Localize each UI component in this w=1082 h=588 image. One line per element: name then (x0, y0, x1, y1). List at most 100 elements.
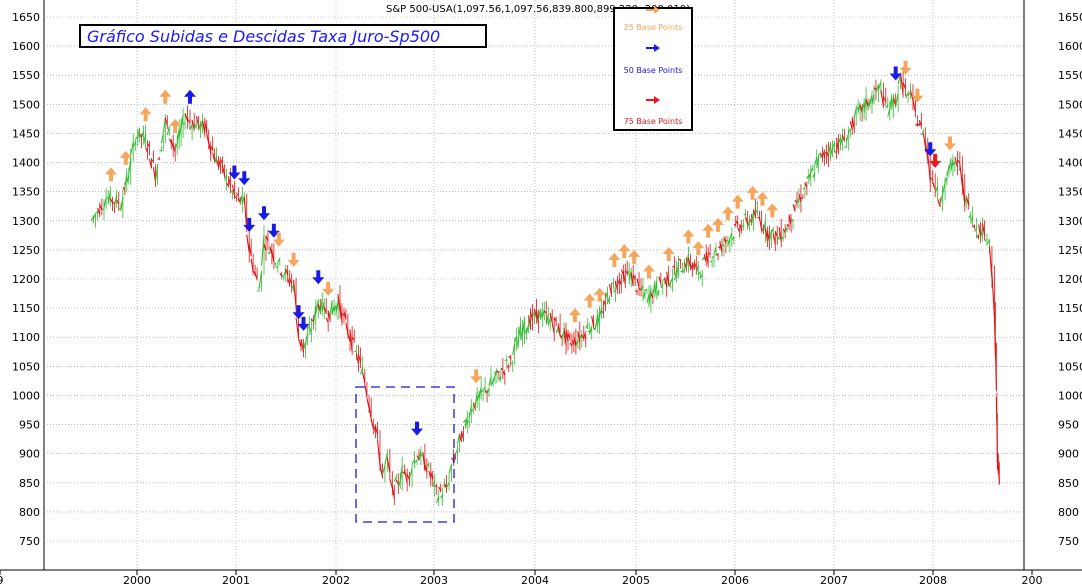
price-segment (954, 156, 958, 168)
price-segment (401, 471, 405, 474)
y-tick-label-left: 1100 (12, 331, 40, 344)
y-tick-label-left: 850 (19, 477, 40, 490)
y-tick-label-left: 1500 (12, 98, 40, 111)
x-tick-label: 2002 (322, 574, 350, 587)
price-segment (902, 82, 907, 89)
price-segment (293, 279, 297, 308)
y-tick-label-left: 750 (19, 535, 40, 548)
price-segment (414, 459, 418, 464)
arrow-up-icon (756, 191, 769, 206)
legend-item-25: 25 Base Points (623, 23, 683, 32)
arrow-down-icon (410, 421, 423, 436)
arrow-up-icon (169, 118, 182, 133)
y-tick-label-left: 1650 (12, 11, 40, 24)
y-tick-label-right: 750 (1058, 535, 1079, 548)
consolidation-box (355, 386, 455, 523)
price-segment (446, 482, 450, 488)
x-axis: 9 2000 2001 2002 2003 2004 2005 2006 2007 2008 200 (0, 570, 1043, 587)
price-segment (132, 141, 137, 148)
arrow-down-icon (929, 153, 942, 168)
price-segment (246, 234, 250, 253)
arrow-up-icon (183, 89, 196, 104)
x-tick-label: 2008 (919, 574, 947, 587)
x-tick-label: 9 (0, 574, 4, 587)
y-tick-label-right: 900 (1058, 448, 1079, 461)
price-segment (907, 91, 911, 96)
y-tick-label-right: 1450 (1058, 127, 1082, 140)
y-tick-label-right: 1400 (1058, 157, 1082, 170)
price-segment (875, 84, 879, 93)
arrow-up-icon (593, 287, 606, 302)
legend-item-75: 75 Base Points (623, 117, 683, 126)
y-tick-label-left: 1250 (12, 244, 40, 257)
price-segment (260, 235, 265, 266)
arrow-down-icon (297, 316, 310, 331)
y-tick-label-left: 800 (19, 506, 40, 519)
price-segment (932, 181, 936, 190)
grid-lines (0, 0, 1082, 571)
price-segment (909, 90, 914, 101)
price-segment (961, 178, 966, 206)
price-segment (929, 177, 934, 181)
price-segment (897, 73, 902, 85)
y-tick-label-right: 1550 (1058, 69, 1082, 82)
arrow-down-icon (911, 88, 924, 103)
arrow-down-icon (272, 232, 285, 247)
price-segment (243, 196, 248, 230)
arrow-up-icon (746, 185, 759, 200)
arrow-down-icon (312, 270, 325, 285)
arrow-up-icon (662, 247, 675, 261)
y-tick-label-left: 1600 (12, 40, 40, 53)
arrow-up-icon (119, 150, 132, 165)
legend-arrow-25-icon (646, 6, 660, 14)
y-axis-left: 750 800 850 900 950 1000 1050 1100 1150 1200 1250 1… (12, 11, 40, 548)
y-tick-label-right: 1100 (1058, 331, 1082, 344)
price-segment (411, 458, 416, 465)
price-segment (905, 92, 909, 99)
y-tick-label-right: 1000 (1058, 389, 1082, 402)
price-segment (912, 99, 916, 113)
price-segment (448, 464, 453, 474)
legend-arrow-50-icon (646, 44, 660, 52)
price-segment (986, 239, 990, 245)
price-segment (882, 96, 887, 102)
arrow-down-icon (889, 66, 902, 81)
y-axis-right: 750 800 850 900 950 1000 1050 1100 1150 1200 1250 1… (1058, 11, 1082, 548)
y-tick-label-left: 1300 (12, 215, 40, 228)
arrow-down-icon (292, 305, 305, 320)
arrow-up-icon (583, 293, 596, 308)
price-segment (184, 113, 189, 121)
y-tick-label-right: 1250 (1058, 244, 1082, 257)
price-segment (386, 458, 391, 473)
y-tick-label-left: 1350 (12, 186, 40, 199)
y-tick-label-right: 1050 (1058, 360, 1082, 373)
arrow-down-icon (943, 136, 956, 151)
y-tick-label-right: 800 (1058, 506, 1079, 519)
arrow-down-icon (924, 142, 937, 157)
y-tick-label-right: 1200 (1058, 273, 1082, 286)
price-segment (895, 93, 899, 106)
arrow-down-icon (287, 252, 300, 267)
price-segment (381, 465, 386, 475)
y-tick-label-right: 950 (1058, 419, 1079, 432)
y-tick-label-right: 1350 (1058, 186, 1082, 199)
arrow-up-icon (682, 229, 695, 244)
chart-header: S&P 500-USA(1,097.56,1,097.56,839.800,89… (386, 4, 690, 15)
chart-title: Gráfico Subidas e Descidas Taxa Juro-Sp5… (87, 27, 441, 46)
y-tick-label-left: 1000 (12, 389, 40, 402)
price-segment (406, 473, 411, 481)
x-tick-label: 2004 (521, 574, 549, 587)
price-segment (376, 439, 381, 466)
price-series (90, 67, 1000, 507)
price-segment (939, 194, 944, 205)
x-tick-label: 2000 (123, 574, 151, 587)
price-segment (880, 90, 884, 107)
price-segment (877, 82, 882, 90)
y-tick-label-right: 1300 (1058, 215, 1082, 228)
price-segment (258, 271, 263, 289)
price-segment (984, 238, 988, 242)
arrow-down-icon (899, 60, 912, 75)
price-segment (130, 141, 134, 156)
x-tick-label: 2007 (820, 574, 848, 587)
